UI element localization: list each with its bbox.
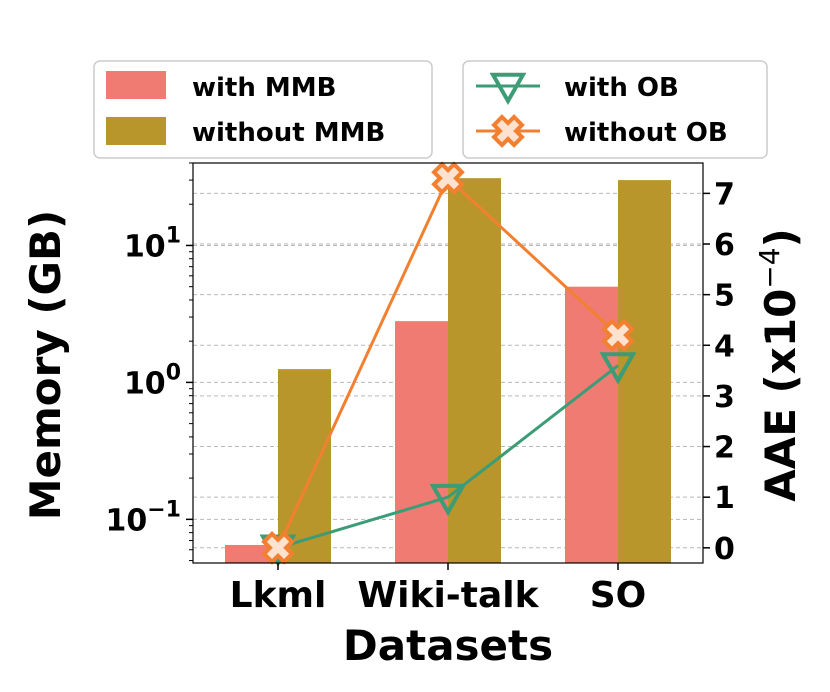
x-axis-label: Datasets (343, 621, 553, 670)
marker-without-ob-wiki-talk (431, 161, 465, 196)
left-tick-exp-0: −1 (147, 497, 181, 522)
left-tick-label-1: 100 (124, 360, 181, 401)
left-tick-base-1: 10 (124, 366, 166, 401)
legend-label-with-mmb: with MMB (192, 73, 337, 103)
right-axis-label-exponent: −4 (753, 247, 786, 288)
marker-with-ob-wiki-talk (429, 483, 467, 517)
left-tick-exp-1: 0 (166, 360, 181, 385)
left-tick-base-2: 10 (124, 229, 166, 264)
left-tick-exp-2: 1 (166, 223, 181, 248)
bar-without-mmb-so (618, 180, 671, 563)
line-with-ob (277, 364, 619, 550)
category-labels: Lkml Wiki-talk SO (230, 563, 647, 616)
right-tick-label-2: 2 (714, 431, 735, 466)
lines (259, 161, 637, 567)
right-axis-ticks: 0 1 2 3 4 5 6 7 (703, 177, 735, 567)
legend-label-without-ob: without OB (564, 118, 728, 148)
right-axis-label-close: ) (756, 228, 805, 247)
category-label-so: SO (590, 575, 647, 616)
right-tick-label-3: 3 (714, 380, 735, 415)
right-tick-label-1: 1 (714, 481, 735, 516)
left-tick-base-0: 10 (106, 503, 148, 538)
right-tick-label-7: 7 (714, 177, 735, 212)
bar-with-mmb-lkml (225, 544, 278, 563)
legend-label-without-mmb: without MMB (192, 118, 385, 148)
bar-with-mmb-wiki-talk (395, 321, 448, 563)
bar-without-mmb-wiki-talk (448, 178, 501, 563)
left-tick-label-2: 101 (124, 223, 181, 264)
right-tick-label-4: 4 (714, 329, 735, 364)
right-tick-label-5: 5 (714, 279, 735, 314)
right-tick-label-6: 6 (714, 228, 735, 263)
legend-lines: with OB without OB (462, 60, 768, 159)
legend-marker-with-ob (476, 72, 540, 106)
marker-with-ob-so (599, 352, 637, 385)
category-label-wiki-talk: Wiki-talk (357, 575, 539, 616)
legend-swatch-without-mmb (106, 117, 166, 145)
left-tick-label-0: 10−1 (106, 497, 182, 538)
legend-marker-without-ob (476, 114, 540, 148)
marker-without-ob-lkml (261, 530, 295, 565)
legend-bars-box (93, 60, 433, 159)
marker-without-ob-so (601, 318, 635, 352)
right-axis-label: AAE (x10−4) (753, 228, 805, 502)
bars (225, 178, 671, 563)
legend-cross-icon (491, 114, 525, 148)
legend-label-with-ob: with OB (564, 73, 679, 103)
legend-triangle-icon (489, 72, 527, 106)
right-axis-label-text: AAE (x10 (756, 289, 805, 502)
legend-swatch-with-mmb (106, 71, 166, 99)
category-label-lkml: Lkml (230, 575, 327, 616)
right-tick-label-0: 0 (714, 532, 735, 567)
left-axis-label: Memory (GB) (21, 210, 70, 521)
legend-bars: with MMB without MMB (93, 60, 433, 159)
